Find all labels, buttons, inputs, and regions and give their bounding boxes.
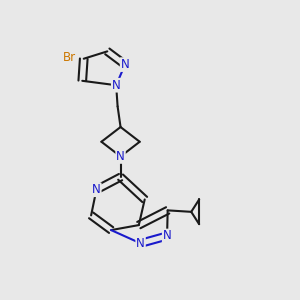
Text: N: N xyxy=(136,237,145,250)
Text: N: N xyxy=(121,58,129,71)
Text: N: N xyxy=(116,150,125,163)
Text: Br: Br xyxy=(63,51,76,64)
Text: N: N xyxy=(163,230,172,242)
Text: N: N xyxy=(92,183,101,196)
Text: N: N xyxy=(112,79,121,92)
